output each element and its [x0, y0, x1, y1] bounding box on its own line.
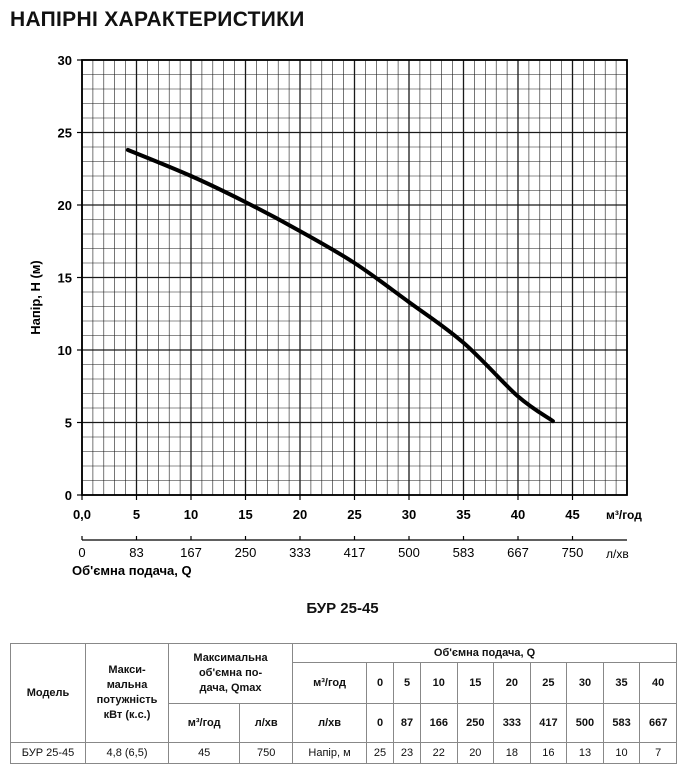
head-value-cell: 23 — [393, 742, 421, 764]
head-value-cell: 7 — [639, 742, 677, 764]
x2-tick-label: 83 — [129, 545, 143, 560]
x-tick-labels-m3h: 0,0 5 10 15 20 25 30 35 40 45 — [73, 507, 580, 522]
qmax-unit-m3: м³/год — [167, 703, 241, 743]
qmax-unit-lmin: л/хв — [239, 703, 294, 743]
x-tick-label: 0,0 — [73, 507, 91, 522]
data-row: БУР 25-45 4,8 (6,5) 45 750 Напір, м 25 23… — [10, 742, 677, 764]
x-tick-label: 45 — [565, 507, 579, 522]
flow-lmin-cell: 500 — [566, 703, 604, 743]
x-tick-label: 30 — [402, 507, 416, 522]
x2-tick-label: 667 — [507, 545, 529, 560]
unit-m3-cell: м³/год — [292, 662, 368, 704]
x-tick-label: 5 — [133, 507, 140, 522]
flow-m3-cell: 20 — [493, 662, 531, 704]
model-header: Модель — [10, 643, 86, 743]
flow-lmin-cell: 333 — [493, 703, 531, 743]
flow-lmin-cell: 166 — [420, 703, 458, 743]
chart-grid — [81, 59, 628, 496]
head-value-cell: 25 — [366, 742, 395, 764]
x2-tick-label: 333 — [289, 545, 311, 560]
head-value-cell: 22 — [420, 742, 458, 764]
x2-tick-label: 167 — [180, 545, 202, 560]
x-axis-label: Об'ємна подача, Q — [72, 563, 192, 578]
y-tick-label: 20 — [58, 198, 72, 213]
x2-tick-label: 583 — [453, 545, 475, 560]
flow-lmin-cell: 667 — [639, 703, 677, 743]
spec-table: Модель Макси-мальна потужність кВт (к.с.) … — [10, 643, 677, 764]
y-tick-label: 5 — [65, 416, 72, 431]
chart-plot-frame — [77, 59, 628, 500]
x2-tick-label: 500 — [398, 545, 420, 560]
head-value-cell: 10 — [602, 742, 641, 764]
qmax-header: Максимальна об'ємна по-дача, Qmax — [167, 643, 294, 704]
x-tick-label: 40 — [511, 507, 525, 522]
flow-m3-cell: 5 — [393, 662, 421, 704]
x-tick-label: 35 — [456, 507, 470, 522]
pump-head-chart: 0 5 10 15 20 25 30 0,0 5 10 15 20 25 30 35 40 45 0 83 167… — [28, 53, 642, 578]
flow-m3-cell: 35 — [602, 662, 641, 704]
model-cell: БУР 25-45 — [10, 742, 86, 764]
flow-lmin-cell: 0 — [366, 703, 395, 743]
flow-lmin-cell: 250 — [456, 703, 495, 743]
flow-m3-cell: 15 — [456, 662, 495, 704]
model-caption: БУР 25-45 — [306, 600, 379, 617]
x-tick-label: 10 — [184, 507, 198, 522]
x2-tick-label: 417 — [344, 545, 366, 560]
y-tick-label: 25 — [58, 126, 72, 141]
x-axis-unit-m3h: м³/год — [606, 508, 642, 522]
head-value-cell: 16 — [529, 742, 568, 764]
x2-tick-label: 250 — [235, 545, 257, 560]
head-value-cell: 20 — [456, 742, 495, 764]
x-axis-unit-lmin: л/хв — [606, 547, 629, 561]
y-tick-label: 10 — [58, 343, 72, 358]
power-header: Макси-мальна потужність кВт (к.с.) — [85, 643, 169, 743]
flow-m3-cell: 30 — [566, 662, 604, 704]
power-cell: 4,8 (6,5) — [85, 742, 169, 764]
flow-lmin-row: м³/год л/хв л/хв 0 87 166 250 333 417 500 583 66… — [11, 703, 677, 743]
head-value-cell: 18 — [493, 742, 531, 764]
x2-tick-label: 0 — [78, 545, 85, 560]
head-label-cell: Напір, м — [292, 742, 368, 764]
flow-lmin-cell: 583 — [602, 703, 641, 743]
y-tick-label: 30 — [58, 53, 72, 68]
x-tick-label: 15 — [238, 507, 252, 522]
y-tick-label: 0 — [65, 488, 72, 503]
secondary-x-axis-ticks — [81, 536, 574, 540]
y-tick-labels: 0 5 10 15 20 25 30 — [58, 53, 72, 503]
flow-m3-cell: 25 — [529, 662, 568, 704]
flow-m3-cell: 0 — [366, 662, 395, 704]
head-value-cell: 13 — [566, 742, 604, 764]
y-tick-label: 15 — [58, 271, 72, 286]
flow-m3-cell: 10 — [420, 662, 458, 704]
x-tick-label: 20 — [293, 507, 307, 522]
flow-lmin-cell: 87 — [393, 703, 421, 743]
unit-lmin-cell: л/хв — [292, 703, 368, 743]
qmax-lmin-cell: 750 — [239, 742, 294, 764]
x2-tick-label: 750 — [562, 545, 584, 560]
x-tick-label: 25 — [347, 507, 361, 522]
qmax-m3-cell: 45 — [167, 742, 241, 764]
page-title: НАПІРНІ ХАРАКТЕРИСТИКИ — [10, 8, 305, 31]
flow-header: Об'ємна подача, Q — [292, 643, 677, 663]
y-axis-label: Напір, Н (м) — [28, 260, 43, 335]
flow-m3-cell: 40 — [639, 662, 677, 704]
head-curve-series — [125, 147, 555, 424]
x-tick-labels-lmin: 0 83 167 250 333 417 500 583 667 750 — [78, 545, 583, 560]
flow-lmin-cell: 417 — [529, 703, 568, 743]
